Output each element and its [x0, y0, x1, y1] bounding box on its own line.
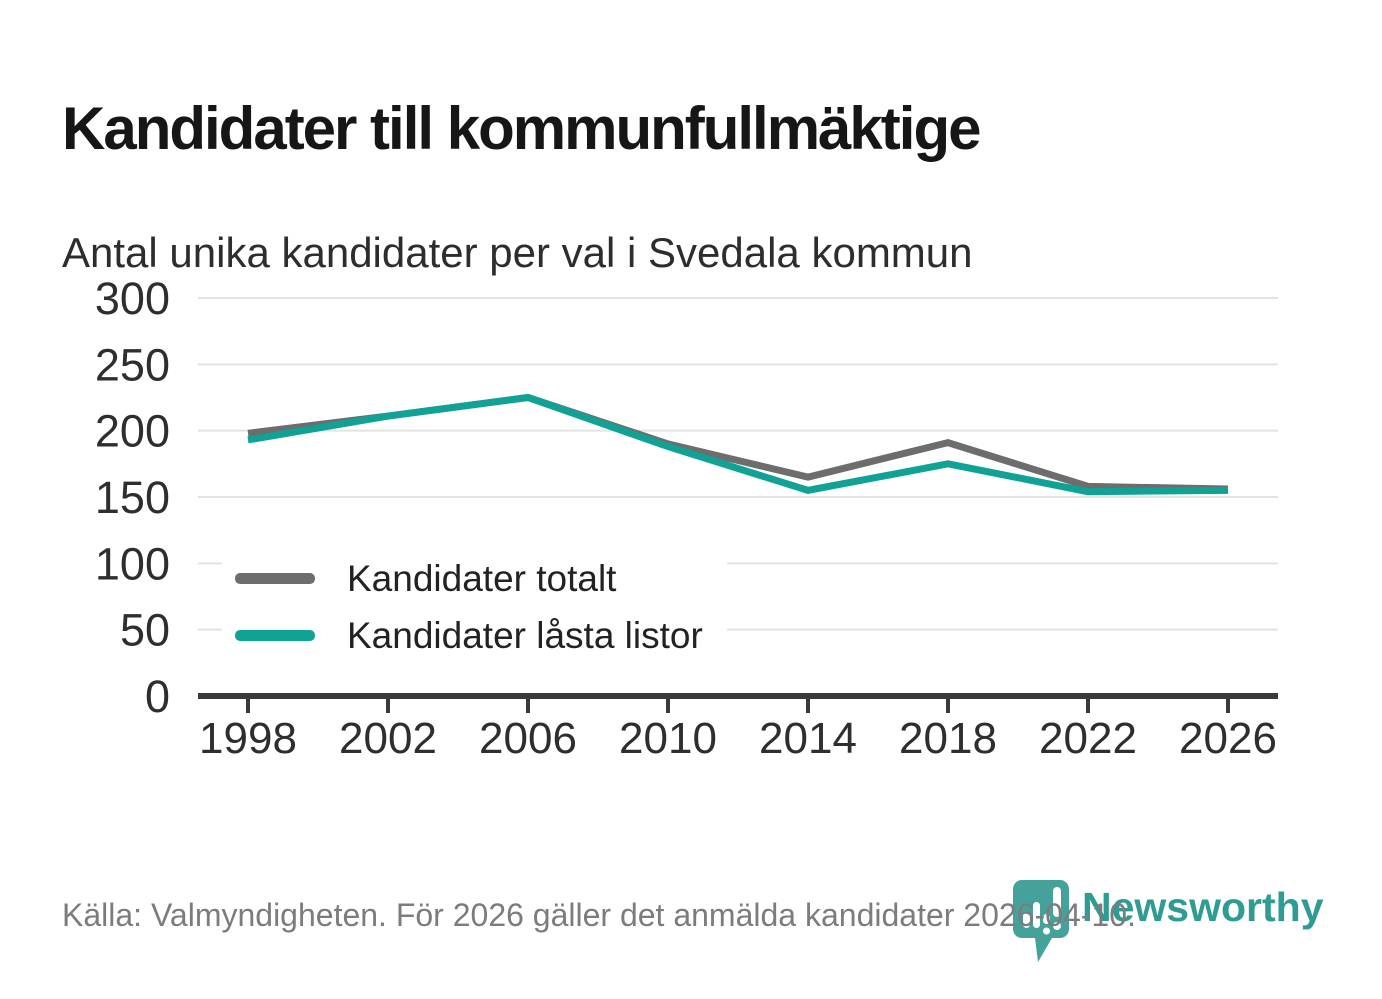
x-axis-label-2026: 2026 [1179, 714, 1277, 763]
legend-swatch-locked-lists-icon [235, 630, 315, 641]
page-subtitle: Antal unika kandidater per val i Svedala… [62, 228, 973, 276]
legend-item-total: Kandidater totalt [235, 550, 703, 607]
y-axis-label-100: 100 [95, 538, 170, 589]
x-axis-label-2014: 2014 [759, 714, 857, 763]
legend-item-locked-lists: Kandidater låsta listor [235, 607, 703, 664]
y-axis-label-300: 300 [95, 273, 170, 324]
series-line-total [247, 393, 1229, 493]
y-axis-label-250: 250 [95, 339, 170, 390]
chart-legend: Kandidater totalt Kandidater låsta listo… [222, 548, 727, 666]
newsworthy-wordmark: Newsworthy [1082, 884, 1324, 930]
x-axis-label-2022: 2022 [1039, 714, 1137, 763]
y-axis-label-0: 0 [145, 671, 170, 722]
series-line-locked-lists [247, 393, 1229, 496]
x-axis-label-2002: 2002 [339, 714, 437, 763]
x-axis-label-2018: 2018 [899, 714, 997, 763]
legend-label-total: Kandidater totalt [347, 557, 617, 599]
newsworthy-logo: Newsworthy [1012, 877, 1324, 967]
newsworthy-pin-icon [1013, 880, 1069, 962]
x-axis-label-2006: 2006 [479, 714, 577, 763]
legend-label-locked-lists: Kandidater låsta listor [347, 614, 703, 656]
y-axis-label-200: 200 [95, 406, 170, 457]
legend-swatch-total-icon [235, 573, 315, 584]
y-axis-label-50: 50 [120, 605, 170, 656]
y-axis-label-150: 150 [95, 472, 170, 523]
x-axis-label-1998: 1998 [199, 714, 297, 763]
source-note: Källa: Valmyndigheten. För 2026 gäller d… [62, 897, 1136, 933]
page-title: Kandidater till kommunfullmäktige [62, 95, 981, 163]
x-axis-label-2010: 2010 [619, 714, 717, 763]
